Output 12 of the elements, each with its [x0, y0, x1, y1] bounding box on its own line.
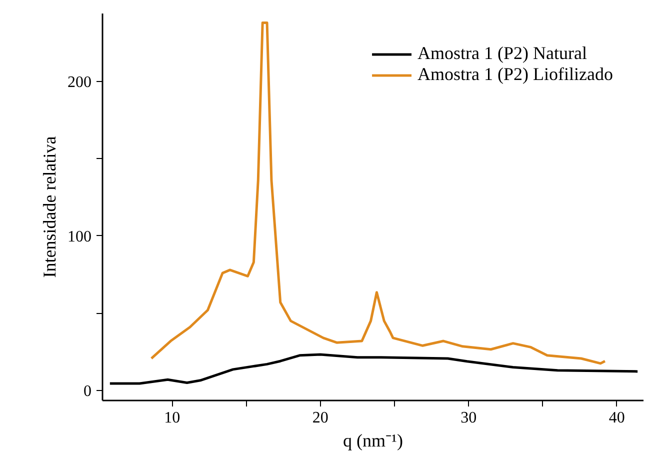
line-series [108, 353, 639, 385]
y-tick-label: 200 [68, 74, 92, 91]
legend-label: Amostra 1 (P2) Natural [418, 43, 587, 64]
x-tick-label: 40 [608, 410, 625, 426]
x-axis-title: q (nm⁻¹) [343, 430, 403, 450]
y-tick-label: 100 [68, 228, 92, 246]
y-axis-title: Intensidade relativa [40, 136, 60, 278]
y-tick-label: 0 [84, 382, 92, 400]
legend-label: Amostra 1 (P2) Liofilizado [418, 64, 613, 85]
x-tick-label: 20 [312, 410, 328, 426]
x-tick-label: 10 [164, 410, 180, 426]
x-tick-label: 30 [460, 410, 477, 426]
